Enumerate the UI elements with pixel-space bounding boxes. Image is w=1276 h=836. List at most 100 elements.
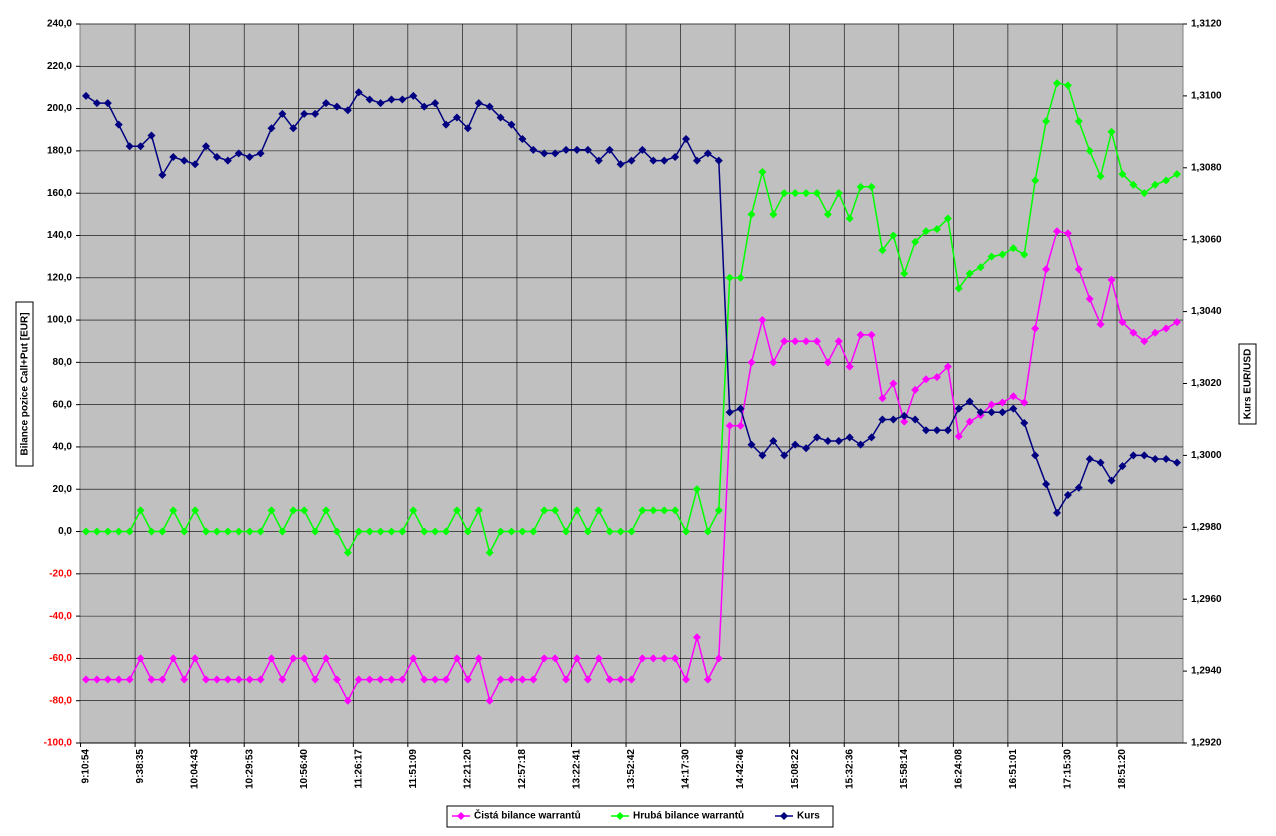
data-point (1042, 480, 1051, 489)
data-point (1085, 454, 1094, 463)
data-point (671, 506, 680, 515)
data-point (1118, 318, 1127, 327)
data-point (442, 527, 451, 536)
data-point (616, 675, 625, 684)
data-point (180, 527, 189, 536)
y-axis-title-box (15, 301, 34, 467)
y2-tick-label: 1,3120 (1191, 19, 1222, 30)
data-point (911, 237, 920, 246)
data-point (987, 400, 996, 409)
data-point (594, 156, 603, 165)
data-point (92, 675, 101, 684)
data-point (1063, 81, 1072, 90)
data-point (954, 284, 963, 293)
x-tick-label: 13:52:42 (626, 749, 637, 789)
data-point (660, 156, 669, 165)
data-point (998, 398, 1007, 407)
data-point (398, 95, 407, 104)
data-point (780, 189, 789, 198)
data-point (507, 120, 516, 129)
data-point (812, 337, 821, 346)
data-point (365, 675, 374, 684)
data-point (856, 330, 865, 339)
data-point (103, 675, 112, 684)
data-point (551, 654, 560, 663)
data-point (932, 225, 941, 234)
data-point (114, 527, 123, 536)
y-tick-label: -60,0 (49, 653, 72, 664)
data-point (289, 124, 298, 133)
data-point (474, 506, 483, 515)
data-point (987, 408, 996, 417)
data-point (1173, 458, 1181, 467)
data-point (692, 633, 701, 642)
data-point (103, 99, 112, 108)
y-tick-label: -20,0 (49, 568, 72, 579)
data-point (431, 527, 440, 536)
data-point (136, 654, 145, 663)
y-tick-label: -40,0 (49, 611, 72, 622)
data-point (474, 654, 483, 663)
data-point (82, 91, 90, 100)
x-tick-label: 9:10:54 (81, 749, 92, 784)
data-point (692, 156, 701, 165)
y2-axis-title: Kurs EUR/USD (1243, 349, 1254, 420)
data-point (180, 675, 189, 684)
y-tick-label: 20,0 (53, 484, 73, 495)
data-point (452, 506, 461, 515)
data-point (332, 102, 341, 111)
legend-label: Hrubá bilance warrantů (633, 810, 744, 822)
x-tick-label: 15:08:22 (790, 749, 801, 789)
data-point (169, 506, 178, 515)
y-tick-label: -100,0 (44, 738, 73, 749)
data-point (1074, 265, 1083, 274)
data-point (169, 654, 178, 663)
data-point (365, 527, 374, 536)
data-point (322, 506, 331, 515)
data-point (354, 88, 363, 97)
data-point (1151, 180, 1160, 189)
data-point (627, 527, 636, 536)
y-tick-label: 60,0 (53, 399, 73, 410)
y-axis-title: Bilance pozice Call+Put [EUR] (20, 312, 31, 455)
data-point (900, 411, 909, 420)
data-point (736, 421, 745, 430)
data-point (780, 451, 789, 460)
data-point (780, 337, 789, 346)
data-point (245, 675, 254, 684)
y2-tick-label: 1,2940 (1191, 666, 1222, 677)
data-point (1063, 490, 1072, 499)
y-tick-label: 120,0 (47, 272, 72, 283)
data-point (660, 506, 669, 515)
data-point (125, 142, 134, 151)
data-point (518, 675, 527, 684)
data-point (682, 135, 691, 144)
data-point (278, 675, 287, 684)
data-point (529, 527, 538, 536)
data-point (703, 675, 712, 684)
data-point (1063, 229, 1072, 238)
data-point (245, 153, 254, 162)
data-point (1085, 294, 1094, 303)
data-point (572, 654, 581, 663)
x-tick-label: 10:04:43 (190, 749, 201, 789)
data-point (1129, 180, 1138, 189)
y-tick-label: 0,0 (58, 526, 72, 537)
data-point (878, 246, 887, 255)
data-point (769, 358, 778, 367)
data-point (114, 675, 123, 684)
data-point (234, 527, 243, 536)
data-point (1085, 146, 1094, 155)
data-point (103, 527, 112, 536)
data-point (452, 113, 461, 122)
data-point (638, 654, 647, 663)
data-point (911, 415, 920, 424)
data-point (1118, 170, 1127, 179)
data-point (278, 527, 287, 536)
data-point (682, 675, 691, 684)
data-point (332, 527, 341, 536)
data-point (169, 153, 178, 162)
data-point (987, 252, 996, 261)
data-point (562, 145, 571, 154)
